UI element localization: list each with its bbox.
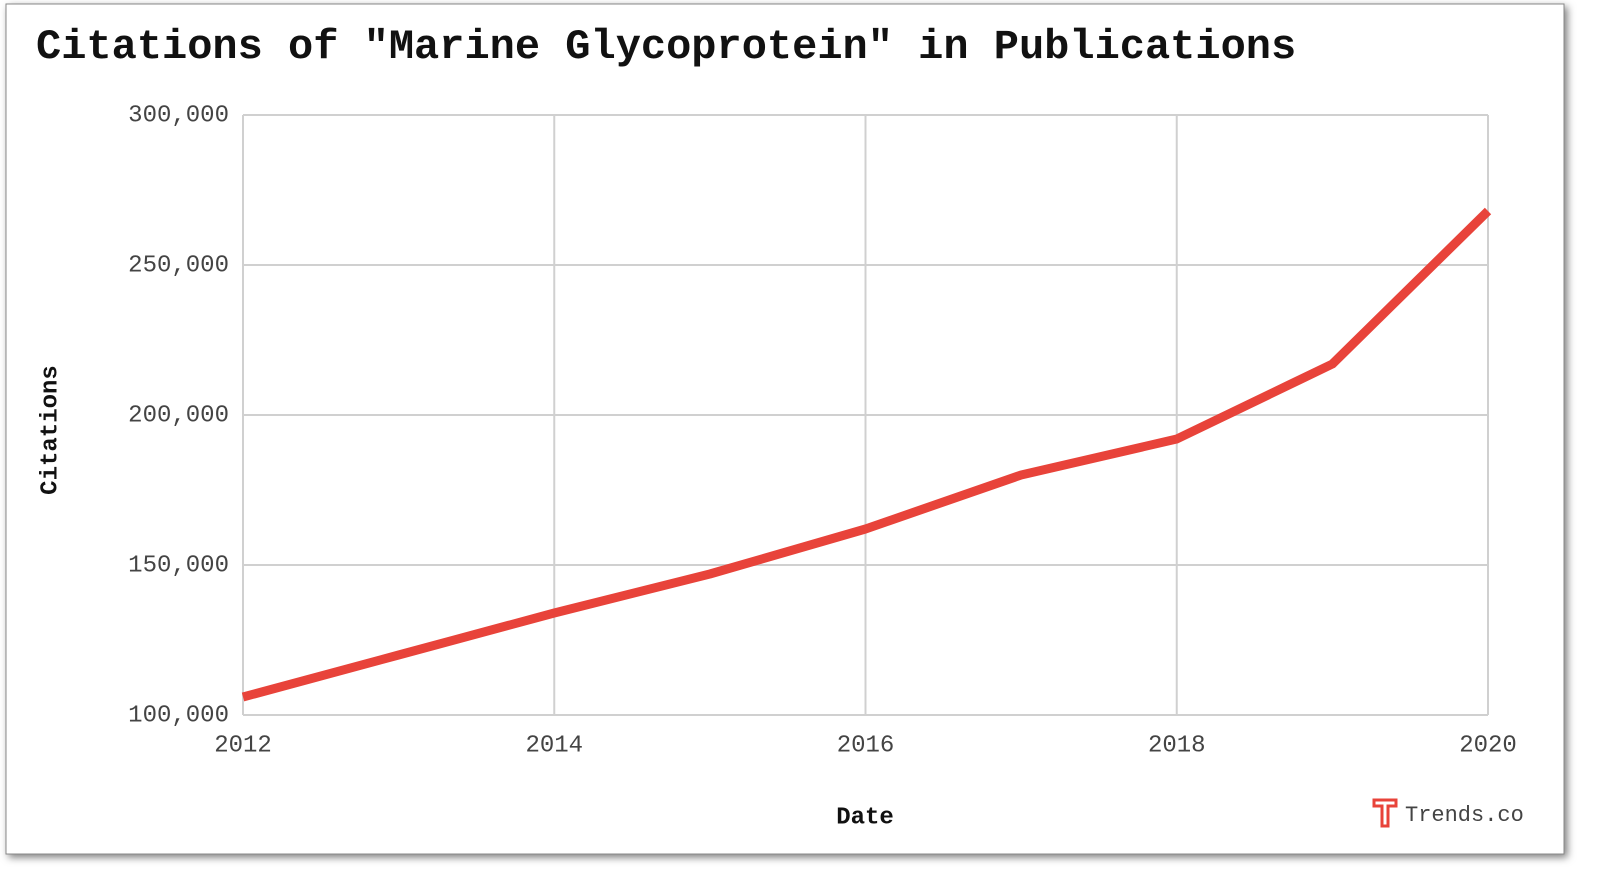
x-tick-label: 2018 [1148,732,1206,759]
chart-title: Citations of "Marine Glycoprotein" in Pu… [36,23,1296,71]
x-axis-label: Date [836,804,894,831]
y-tick-label: 200,000 [128,402,229,429]
line-series [241,207,1492,702]
y-tick-label: 150,000 [128,552,229,579]
y-tick-label: 300,000 [128,102,229,129]
frame [5,3,1565,855]
watermark: Trends.co [1405,803,1524,828]
watermark-logo [1372,798,1398,828]
y-tick-label: 250,000 [128,252,229,279]
x-tick-label: 2020 [1459,732,1517,759]
x-tick-label: 2014 [525,732,583,759]
y-tick-label: 100,000 [128,702,229,729]
x-tick-label: 2012 [214,732,272,759]
x-tick-label: 2016 [837,732,895,759]
y-axis-label: Citations [37,365,64,495]
